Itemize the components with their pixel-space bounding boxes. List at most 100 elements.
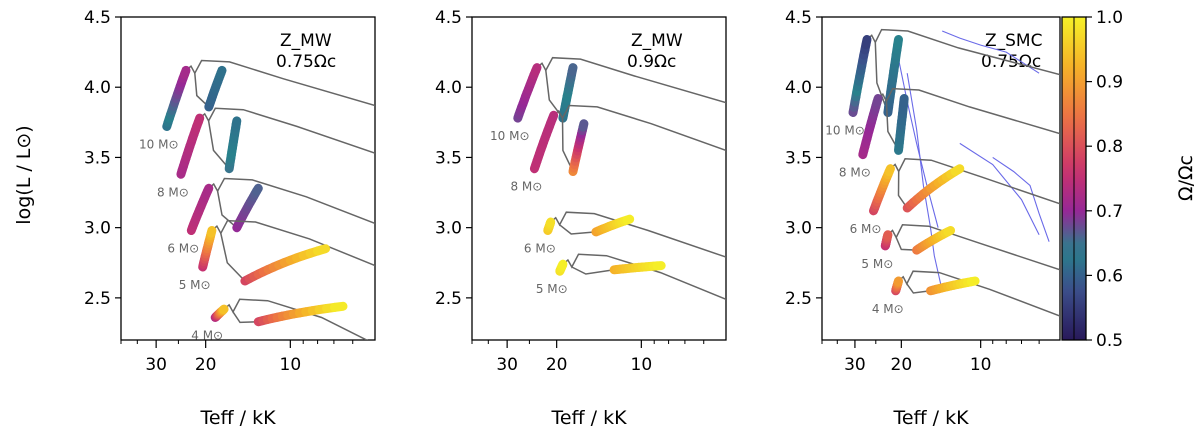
colorbar-tick-label: 0.9 <box>1096 73 1123 93</box>
evolutionary-track <box>223 298 369 340</box>
track-group <box>869 158 1060 216</box>
evolutionary-track <box>571 266 615 275</box>
evolutionary-track <box>553 104 726 152</box>
plot-frame <box>471 16 727 341</box>
x-tick-label: 10 <box>970 355 992 375</box>
post-main-sequence-segment <box>622 214 635 225</box>
post-main-sequence-segment <box>966 276 980 287</box>
evolutionary-track <box>185 59 375 107</box>
post-main-sequence-segment <box>231 116 242 129</box>
evolutionary-track <box>194 73 210 108</box>
y-tick-label: 3.0 <box>435 219 462 239</box>
post-main-sequence-segment <box>330 301 348 312</box>
x-tick-label: 30 <box>145 355 167 375</box>
y-tick-label: 3.0 <box>84 219 111 239</box>
post-main-sequence-segment <box>216 65 227 78</box>
evolutionary-track <box>220 233 246 282</box>
track-group <box>891 270 1060 317</box>
y-tick-label: 4.0 <box>785 78 812 98</box>
track-group <box>529 104 726 176</box>
x-tick-label: 10 <box>631 355 653 375</box>
colorbar-tick-label: 0.5 <box>1096 331 1123 351</box>
main-sequence-segment <box>872 94 883 107</box>
evolutionary-track <box>866 28 1060 76</box>
y-tick-label: 3.5 <box>84 148 111 168</box>
y-tick-label: 4.5 <box>435 8 462 28</box>
main-sequence-segment <box>218 304 229 315</box>
x-tick-label: 30 <box>496 355 518 375</box>
main-sequence-segment <box>884 164 895 177</box>
post-main-sequence-segment <box>950 164 965 176</box>
y-tick-label: 4.5 <box>84 8 111 28</box>
main-sequence-segment <box>180 65 191 79</box>
colorbar-tick-label: 0.7 <box>1096 202 1123 222</box>
y-tick-label: 3.5 <box>785 148 812 168</box>
mass-label: 8 M⊙ <box>510 180 542 194</box>
mass-label: 8 M⊙ <box>839 166 871 180</box>
colorbar: 0.5 0.6 0.7 0.8 0.9 1.0 Ω/Ωc <box>1061 8 1197 351</box>
y-tick-label: 4.0 <box>435 78 462 98</box>
mass-label: 10 M⊙ <box>490 129 530 143</box>
post-main-sequence-segment <box>578 119 589 132</box>
post-main-sequence-segment <box>313 244 330 256</box>
mass-label: 4 M⊙ <box>191 329 223 343</box>
plot-frame <box>821 16 1061 341</box>
panel-rotation: 0.75Ωc <box>276 52 336 72</box>
colorbar-tick-label: 0.8 <box>1096 137 1123 157</box>
main-sequence-segment <box>206 226 217 238</box>
track-group <box>210 298 369 340</box>
post-main-sequence-segment <box>943 226 956 237</box>
track-group <box>513 56 726 123</box>
y-tick-label: 2.5 <box>785 289 812 309</box>
x-tick-label: 20 <box>195 355 217 375</box>
post-main-sequence-segment <box>252 183 263 196</box>
evolutionary-track <box>897 171 908 209</box>
smc-contour-line <box>992 156 1050 242</box>
smc-contour-line <box>959 142 1040 235</box>
evolutionary-track <box>550 211 726 258</box>
evolutionary-track <box>207 120 230 170</box>
panel-metallicity: Z_MW <box>631 31 683 51</box>
main-sequence-segment <box>202 183 214 196</box>
x-tick-label: 30 <box>844 355 866 375</box>
evolutionary-track <box>208 177 375 225</box>
mass-label: 5 M⊙ <box>861 257 893 271</box>
y-tick-label: 2.5 <box>435 289 462 309</box>
evolutionary-track <box>561 118 574 172</box>
smc-contour-line <box>906 73 943 291</box>
evolutionary-track <box>232 311 259 324</box>
track-group <box>848 28 1060 117</box>
y-tick-label: 3.0 <box>785 219 812 239</box>
main-sequence-segment <box>193 113 205 127</box>
mass-label: 10 M⊙ <box>825 123 865 137</box>
evolutionary-track <box>895 237 917 251</box>
track-group <box>198 219 375 286</box>
post-main-sequence-segment <box>567 63 578 76</box>
panel-1: 2.5 3.0 3.5 4.0 4.5 30 20 10 Teff / kK Z_MW0.75Ωc… <box>84 8 376 429</box>
mass-label: 5 M⊙ <box>536 282 568 296</box>
x-tick-label: 20 <box>891 355 913 375</box>
y-tick-label: 3.5 <box>435 148 462 168</box>
mass-label: 8 M⊙ <box>157 185 189 199</box>
mass-label: 6 M⊙ <box>524 241 556 255</box>
evolutionary-track <box>562 253 726 300</box>
panel-rotation: 0.9Ωc <box>627 52 676 72</box>
track-group <box>543 211 726 258</box>
panel-metallicity: Z_SMC <box>985 31 1042 51</box>
mass-label: 6 M⊙ <box>850 222 882 236</box>
evolutionary-track <box>199 107 375 154</box>
panel-2: 2.5 3.0 3.5 4.0 4.5 30 20 10 Teff / kK Z_MW0.9Ωc 1… <box>435 8 727 429</box>
smc-contour-line <box>895 44 939 228</box>
evolutionary-track <box>216 190 238 229</box>
x-axis-title: Teff / kK <box>199 407 276 429</box>
evolutionary-track <box>887 224 1060 271</box>
evolutionary-track <box>874 42 889 113</box>
track-group <box>162 59 375 131</box>
smc-contour-line <box>941 30 1040 74</box>
main-sequence-segment <box>547 110 559 124</box>
track-group <box>186 177 375 235</box>
evolutionary-track <box>211 219 375 267</box>
x-tick-label: 10 <box>280 355 302 375</box>
mass-label: 10 M⊙ <box>139 138 179 152</box>
main-sequence-segment <box>531 63 542 76</box>
